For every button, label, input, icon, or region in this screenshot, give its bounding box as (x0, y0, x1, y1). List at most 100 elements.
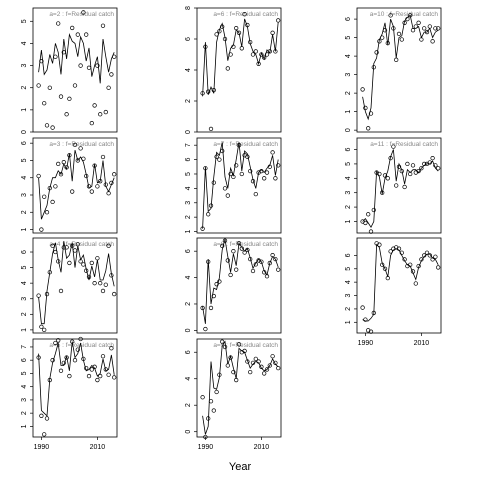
observed-point (203, 44, 208, 49)
x-tick-label: 1990 (198, 444, 214, 451)
y-tick-label: 3 (345, 293, 352, 297)
observed-point (416, 263, 421, 269)
observed-point (422, 161, 427, 167)
observed-point (58, 172, 64, 177)
fitted-line (362, 149, 439, 229)
observed-point (374, 50, 379, 55)
observed-point (368, 329, 374, 334)
observed-point (250, 179, 256, 184)
observed-point (214, 282, 219, 287)
observed-point (422, 253, 427, 258)
observed-point (380, 190, 385, 195)
observed-point (225, 258, 230, 263)
y-tick-label: 5 (21, 371, 28, 375)
observed-point (394, 57, 399, 62)
observed-point (267, 363, 272, 368)
observed-point (106, 243, 111, 248)
observed-point (419, 257, 424, 262)
observed-point (360, 87, 365, 92)
observed-point (109, 273, 114, 278)
observed-point (436, 166, 441, 171)
observed-point (430, 257, 435, 262)
observed-point (103, 109, 108, 115)
observed-point (64, 165, 69, 170)
observed-point (380, 35, 385, 40)
observed-point (100, 354, 106, 359)
observed-point (206, 212, 211, 217)
observed-point (245, 22, 250, 28)
observed-point (89, 189, 94, 194)
y-tick-label: 1 (345, 320, 352, 324)
observed-point (245, 154, 250, 159)
observed-point (366, 126, 371, 131)
observed-point (234, 267, 239, 272)
observed-point (89, 120, 94, 126)
observed-point (368, 229, 374, 234)
panel-frame (196, 237, 282, 334)
observed-point (72, 358, 78, 363)
observed-point (242, 250, 247, 255)
y-tick-label: 5 (21, 158, 28, 162)
y-tick-label: 6 (185, 158, 192, 162)
observed-point (206, 416, 211, 421)
observed-point (211, 180, 216, 185)
y-tick-label: 6 (185, 249, 192, 253)
y-tick-label: 2 (21, 312, 28, 316)
observed-point (58, 368, 64, 373)
panel-title: a=2 : f=Residual catch (49, 11, 114, 18)
observed-point (250, 52, 256, 57)
observed-point (273, 360, 278, 365)
observed-point (98, 179, 103, 184)
observed-point (222, 186, 228, 191)
panel-frame (32, 7, 118, 133)
observed-point (413, 281, 418, 286)
panel-frame (32, 237, 118, 334)
observed-point (42, 432, 47, 437)
y-tick-label: 4 (21, 41, 28, 45)
panel-frame (196, 7, 282, 133)
observed-point (410, 269, 416, 274)
observed-point (222, 344, 228, 350)
observed-point (388, 249, 393, 254)
observed-point (413, 24, 418, 29)
observed-point (433, 163, 438, 168)
observed-point (236, 342, 242, 347)
observed-point (112, 375, 117, 380)
observed-point (259, 52, 264, 57)
observed-point (259, 259, 264, 264)
observed-point (276, 365, 281, 371)
observed-point (70, 189, 75, 194)
fitted-line (38, 149, 115, 220)
observed-point (95, 256, 100, 261)
observed-point (419, 166, 424, 171)
observed-point (56, 338, 61, 343)
observed-point (81, 356, 86, 362)
observed-point (388, 13, 393, 18)
observed-point (39, 324, 44, 329)
y-tick-label: 3 (345, 73, 352, 77)
x-tick-label: 2010 (414, 340, 430, 347)
observed-point (95, 184, 100, 189)
observed-point (100, 288, 106, 294)
observed-point (424, 29, 430, 35)
y-tick-label: 8 (185, 6, 192, 10)
observed-point (430, 39, 435, 44)
observed-point (236, 30, 242, 35)
y-tick-label: 1 (21, 227, 28, 231)
observed-point (42, 327, 47, 333)
panel-title: a=11 : f=Residual catch (370, 141, 438, 148)
panel-frame (196, 137, 282, 234)
observed-point (106, 85, 111, 90)
observed-point (262, 176, 267, 181)
observed-point (200, 305, 205, 311)
y-tick-label: 7 (21, 345, 28, 349)
observed-point (394, 183, 399, 188)
observed-point (75, 158, 80, 163)
panel-frame (32, 338, 118, 438)
observed-point (222, 238, 228, 243)
observed-point (211, 87, 216, 93)
panel: 1 2 3 4 5 6 1990 2010 (345, 237, 442, 347)
panel: a=9 : f=Residual catch 0 2 4 6 1990 2010 (185, 338, 282, 451)
observed-point (264, 274, 270, 279)
observed-point (86, 373, 92, 379)
